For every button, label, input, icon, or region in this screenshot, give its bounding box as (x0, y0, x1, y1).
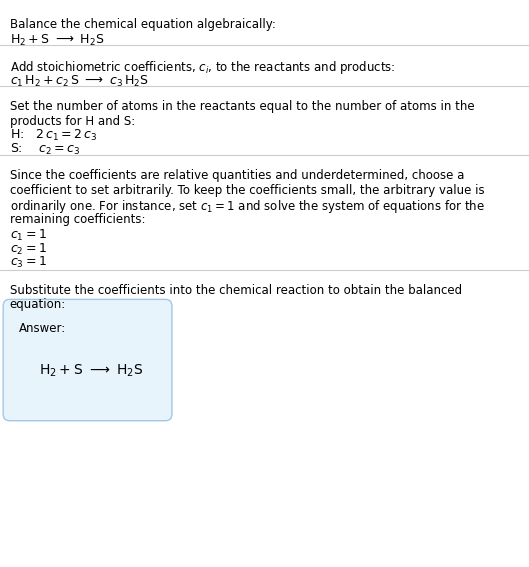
Text: $\mathrm{H_2 + S\ \longrightarrow\ H_2S}$: $\mathrm{H_2 + S\ \longrightarrow\ H_2S}… (39, 363, 143, 379)
Text: $c_2 = 1$: $c_2 = 1$ (10, 242, 47, 257)
Text: Balance the chemical equation algebraically:: Balance the chemical equation algebraica… (10, 18, 276, 31)
Text: coefficient to set arbitrarily. To keep the coefficients small, the arbitrary va: coefficient to set arbitrarily. To keep … (10, 184, 484, 197)
Text: ordinarily one. For instance, set $c_1 = 1$ and solve the system of equations fo: ordinarily one. For instance, set $c_1 =… (10, 198, 485, 215)
Text: $c_1\,\mathrm{H_2} + c_2\,\mathrm{S}\ \longrightarrow\ c_3\,\mathrm{H_2S}$: $c_1\,\mathrm{H_2} + c_2\,\mathrm{S}\ \l… (10, 74, 148, 89)
Text: $c_3 = 1$: $c_3 = 1$ (10, 255, 47, 270)
Text: Substitute the coefficients into the chemical reaction to obtain the balanced: Substitute the coefficients into the che… (10, 284, 462, 297)
Text: $c_1 = 1$: $c_1 = 1$ (10, 228, 47, 243)
Text: Answer:: Answer: (19, 322, 66, 335)
Text: Since the coefficients are relative quantities and underdetermined, choose a: Since the coefficients are relative quan… (10, 169, 464, 182)
Text: S: $\ \ \ c_2 = c_3$: S: $\ \ \ c_2 = c_3$ (10, 142, 80, 157)
Text: equation:: equation: (10, 298, 66, 311)
Text: Set the number of atoms in the reactants equal to the number of atoms in the: Set the number of atoms in the reactants… (10, 100, 474, 113)
Text: $\mathrm{H_2 + S\ \longrightarrow\ H_2S}$: $\mathrm{H_2 + S\ \longrightarrow\ H_2S}… (10, 33, 104, 48)
Text: products for H and S:: products for H and S: (10, 115, 135, 128)
Text: Add stoichiometric coefficients, $c_i$, to the reactants and products:: Add stoichiometric coefficients, $c_i$, … (10, 59, 395, 76)
FancyBboxPatch shape (3, 299, 172, 421)
Text: remaining coefficients:: remaining coefficients: (10, 213, 145, 226)
Text: H: $\ \ 2\,c_1 = 2\,c_3$: H: $\ \ 2\,c_1 = 2\,c_3$ (10, 128, 97, 143)
